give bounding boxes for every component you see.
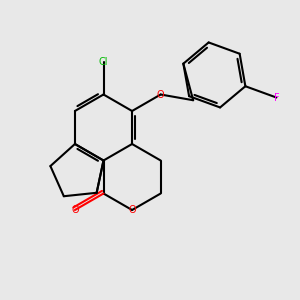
Text: O: O — [157, 89, 164, 100]
Text: F: F — [274, 92, 279, 103]
Text: O: O — [71, 205, 79, 215]
Text: Cl: Cl — [99, 56, 108, 67]
Text: O: O — [128, 205, 136, 215]
